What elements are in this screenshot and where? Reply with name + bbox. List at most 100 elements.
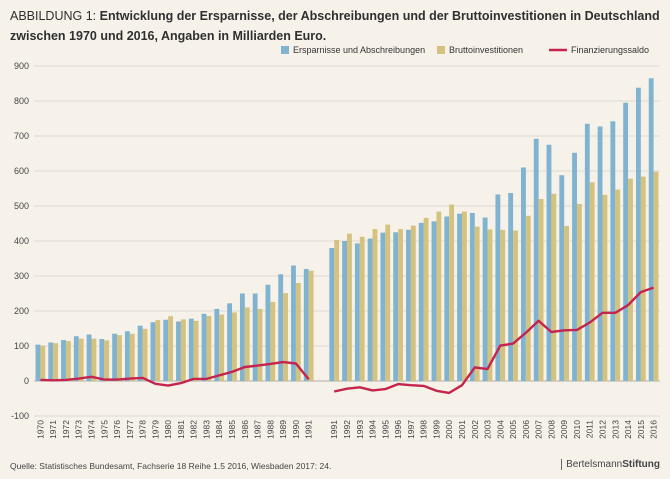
bar (551, 193, 557, 381)
bar (564, 225, 570, 381)
x-tick-label: 1971 (48, 420, 58, 439)
bar (188, 318, 194, 381)
x-tick-label: 2016 (649, 420, 659, 439)
bar (640, 176, 646, 381)
bar (86, 334, 92, 381)
bar (137, 325, 143, 381)
bar (214, 308, 220, 381)
bar (572, 152, 577, 381)
bar (393, 232, 399, 381)
bar (227, 303, 233, 381)
title-line-2: zwischen 1970 und 2016, Angaben in Milli… (10, 29, 327, 43)
bar (474, 226, 480, 381)
x-tick-label: 1985 (227, 420, 237, 439)
x-tick-label: 2004 (495, 420, 505, 439)
y-tick-label: 600 (14, 166, 29, 176)
bar (546, 144, 552, 381)
bar (653, 171, 659, 381)
x-tick-label: 1981 (176, 420, 186, 439)
bar (602, 194, 608, 381)
series-line (40, 360, 310, 387)
x-tick-label: 2006 (521, 420, 531, 439)
y-tick-label: 800 (14, 96, 29, 106)
bar (359, 236, 365, 381)
bar (308, 270, 314, 381)
bar (278, 274, 284, 381)
bar (469, 213, 475, 381)
bar (436, 211, 442, 381)
bar (303, 269, 309, 381)
bar (73, 336, 79, 381)
legend: Ersparnisse und Abschreibungen Bruttoinve… (281, 45, 649, 55)
bar (597, 126, 603, 381)
bar (219, 314, 225, 381)
chart-title: ABBILDUNG 1: Entwicklung der Ersparnisse… (10, 6, 660, 46)
figure-label: ABBILDUNG 1: (10, 9, 97, 23)
bar (559, 175, 565, 381)
x-tick-label: 2010 (572, 420, 582, 439)
bar (112, 333, 118, 381)
bar (431, 221, 437, 381)
bar (628, 178, 633, 381)
bar (418, 222, 424, 381)
bar (61, 340, 66, 381)
bar (48, 342, 54, 381)
x-tick-label: 2015 (636, 420, 646, 439)
x-tick-label: 1989 (278, 420, 288, 439)
bar (91, 338, 97, 381)
y-tick-label: 400 (14, 236, 29, 246)
x-tick-label: 1972 (61, 420, 71, 439)
bar (270, 301, 276, 381)
x-tick-label: 1994 (368, 420, 378, 439)
x-tick-label: 2003 (483, 420, 493, 439)
bar (589, 182, 595, 381)
bar (538, 199, 544, 381)
bar (410, 225, 416, 381)
x-tick-label: 1970 (35, 420, 45, 439)
bar (206, 315, 212, 381)
x-tick-label: 1991 (329, 420, 339, 439)
x-tick-label: 2014 (623, 420, 633, 439)
x-tick-label: 1993 (355, 420, 365, 439)
y-axis: -100 0 100 200 300 400 500 600 700 800 900 (11, 61, 29, 421)
x-tick-label: 1991 (304, 420, 314, 439)
x-tick-label: 1988 (265, 420, 275, 439)
y-tick-label: -100 (11, 411, 29, 421)
bar (487, 229, 493, 381)
bar (623, 102, 629, 381)
x-tick-label: 1977 (125, 420, 135, 439)
bar (150, 322, 156, 381)
bar (444, 216, 450, 381)
bar (449, 204, 455, 381)
bar (124, 331, 130, 381)
bar (508, 193, 514, 381)
bar (576, 203, 582, 381)
y-tick-label: 300 (14, 271, 29, 281)
x-tick-label: 1982 (189, 420, 199, 439)
bar (142, 328, 148, 381)
x-tick-label: 1974 (86, 420, 96, 439)
bar (513, 230, 518, 381)
bar (295, 283, 301, 381)
bar (329, 248, 335, 381)
x-tick-label: 2008 (546, 420, 556, 439)
x-tick-label: 2005 (508, 420, 518, 439)
x-tick-label: 1997 (406, 420, 416, 439)
x-tick-label: 1999 (431, 420, 441, 439)
bar (239, 293, 245, 381)
bar-series (35, 78, 659, 382)
bar (610, 121, 616, 382)
x-tick-label: 1983 (201, 420, 211, 439)
bar (78, 338, 84, 381)
bar (385, 224, 391, 381)
bar (500, 229, 506, 381)
bar (457, 213, 462, 381)
x-axis: 1970 1971 1972 1973 1974 1975 1976 1977 1978 1979… (35, 420, 658, 439)
title-line-1: Entwicklung der Ersparnisse, der Abschre… (99, 9, 660, 23)
bar (635, 87, 641, 381)
brand-bold: Stiftung (622, 459, 660, 470)
bar (244, 307, 250, 381)
bar (291, 265, 296, 381)
bar (334, 239, 340, 381)
